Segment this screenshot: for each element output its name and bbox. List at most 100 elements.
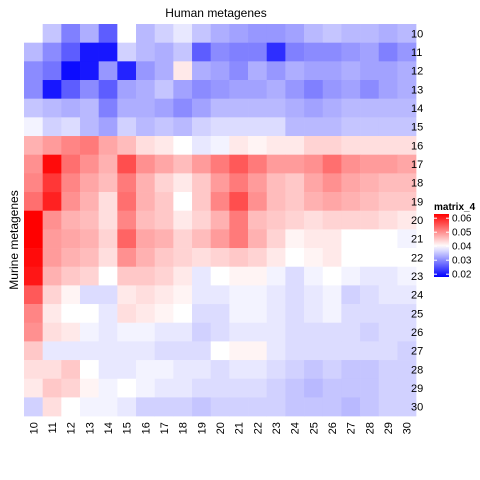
heatmap-cell bbox=[61, 98, 81, 118]
heatmap-cell bbox=[173, 210, 193, 230]
heatmap-cell bbox=[229, 341, 249, 361]
heatmap-cell bbox=[173, 154, 193, 174]
heatmap-cell bbox=[285, 154, 305, 174]
heatmap-cell bbox=[229, 154, 249, 174]
heatmap-cell bbox=[136, 42, 155, 62]
heatmap-cell bbox=[154, 360, 174, 380]
heatmap-cell bbox=[248, 378, 268, 398]
heatmap-cell bbox=[154, 98, 174, 118]
heatmap-cell bbox=[341, 248, 361, 268]
heatmap-cell bbox=[341, 117, 361, 137]
heatmap-cell bbox=[378, 229, 398, 249]
heatmap-cell bbox=[210, 61, 230, 81]
heatmap-cell bbox=[285, 136, 305, 155]
heatmap-cell bbox=[229, 229, 249, 249]
heatmap-cell bbox=[304, 229, 324, 249]
y-tick-label: 22 bbox=[411, 252, 423, 264]
heatmap-cell bbox=[117, 80, 137, 99]
heatmap-cell bbox=[192, 210, 211, 230]
heatmap-cell bbox=[61, 285, 81, 305]
heatmap-cell bbox=[248, 341, 268, 361]
heatmap-cell bbox=[24, 136, 43, 155]
heatmap-cell bbox=[285, 360, 305, 380]
heatmap-cell bbox=[61, 248, 81, 268]
heatmap-cell bbox=[229, 210, 249, 230]
heatmap-cell bbox=[80, 341, 99, 361]
heatmap-cell bbox=[61, 192, 81, 211]
heatmap-cell bbox=[304, 397, 324, 417]
x-tick-label: 12 bbox=[66, 422, 78, 434]
heatmap-cell bbox=[248, 24, 268, 43]
heatmap-cell bbox=[341, 173, 361, 193]
heatmap-cell bbox=[322, 80, 342, 99]
x-tick-label: 27 bbox=[346, 422, 358, 434]
heatmap-cell bbox=[24, 61, 43, 81]
heatmap-cell bbox=[248, 397, 268, 417]
heatmap-cell bbox=[154, 304, 174, 324]
heatmap-cell bbox=[173, 173, 193, 193]
heatmap-cell bbox=[136, 80, 155, 99]
heatmap-cell bbox=[248, 136, 268, 155]
heatmap-cell bbox=[266, 154, 286, 174]
heatmap-cell bbox=[210, 266, 230, 286]
heatmap-cell bbox=[42, 24, 62, 43]
heatmap-cell bbox=[61, 304, 81, 324]
heatmap-cell bbox=[80, 229, 99, 249]
heatmap-cell bbox=[154, 192, 174, 211]
heatmap-cell bbox=[136, 98, 155, 118]
heatmap-cell bbox=[80, 266, 99, 286]
heatmap-cell bbox=[98, 117, 118, 137]
heatmap-cell bbox=[322, 24, 342, 43]
heatmap-cell bbox=[98, 154, 118, 174]
heatmap-cell bbox=[378, 266, 398, 286]
x-tick-label: 29 bbox=[383, 422, 395, 434]
heatmap-cell bbox=[192, 229, 211, 249]
heatmap-cell bbox=[173, 248, 193, 268]
heatmap-cell bbox=[285, 210, 305, 230]
heatmap-cell bbox=[136, 210, 155, 230]
heatmap-cell bbox=[117, 61, 137, 81]
y-tick-label: 14 bbox=[411, 103, 423, 115]
heatmap-cell bbox=[61, 210, 81, 230]
heatmap-cell bbox=[360, 322, 380, 342]
heatmap-cell bbox=[80, 360, 99, 380]
heatmap-cell bbox=[229, 192, 249, 211]
heatmap-cell bbox=[285, 117, 305, 137]
heatmap-cell bbox=[173, 360, 193, 380]
heatmap-cell bbox=[322, 61, 342, 81]
heatmap-cell bbox=[285, 341, 305, 361]
x-tick-label: 22 bbox=[252, 422, 264, 434]
heatmap-cell bbox=[210, 341, 230, 361]
heatmap-cell bbox=[136, 24, 155, 43]
heatmap-cell bbox=[341, 98, 361, 118]
heatmap-cell bbox=[304, 266, 324, 286]
x-tick-label: 19 bbox=[196, 422, 208, 434]
heatmap-cell bbox=[360, 360, 380, 380]
heatmap-cell bbox=[192, 42, 211, 62]
heatmap-cell bbox=[229, 117, 249, 137]
heatmap-cell bbox=[266, 117, 286, 137]
heatmap-cell bbox=[322, 154, 342, 174]
y-tick-label: 25 bbox=[411, 308, 423, 320]
heatmap-cell bbox=[304, 173, 324, 193]
heatmap-cell bbox=[24, 173, 43, 193]
heatmap-cell bbox=[248, 304, 268, 324]
x-tick-label: 23 bbox=[271, 422, 283, 434]
heatmap-cell bbox=[136, 304, 155, 324]
x-tick-label: 17 bbox=[159, 422, 171, 434]
heatmap-cell bbox=[98, 210, 118, 230]
heatmap-cell bbox=[210, 136, 230, 155]
heatmap-cell bbox=[154, 210, 174, 230]
heatmap-cell bbox=[229, 61, 249, 81]
heatmap-cell bbox=[285, 248, 305, 268]
heatmap-cell bbox=[266, 341, 286, 361]
heatmap-cell bbox=[285, 98, 305, 118]
heatmap-cell bbox=[173, 80, 193, 99]
heatmap-cell bbox=[136, 117, 155, 137]
heatmap-cell bbox=[42, 61, 62, 81]
heatmap-cell bbox=[136, 397, 155, 417]
heatmap-cell bbox=[98, 98, 118, 118]
heatmap-cell bbox=[378, 248, 398, 268]
heatmap-cell bbox=[266, 248, 286, 268]
y-tick-label: 24 bbox=[411, 290, 423, 302]
